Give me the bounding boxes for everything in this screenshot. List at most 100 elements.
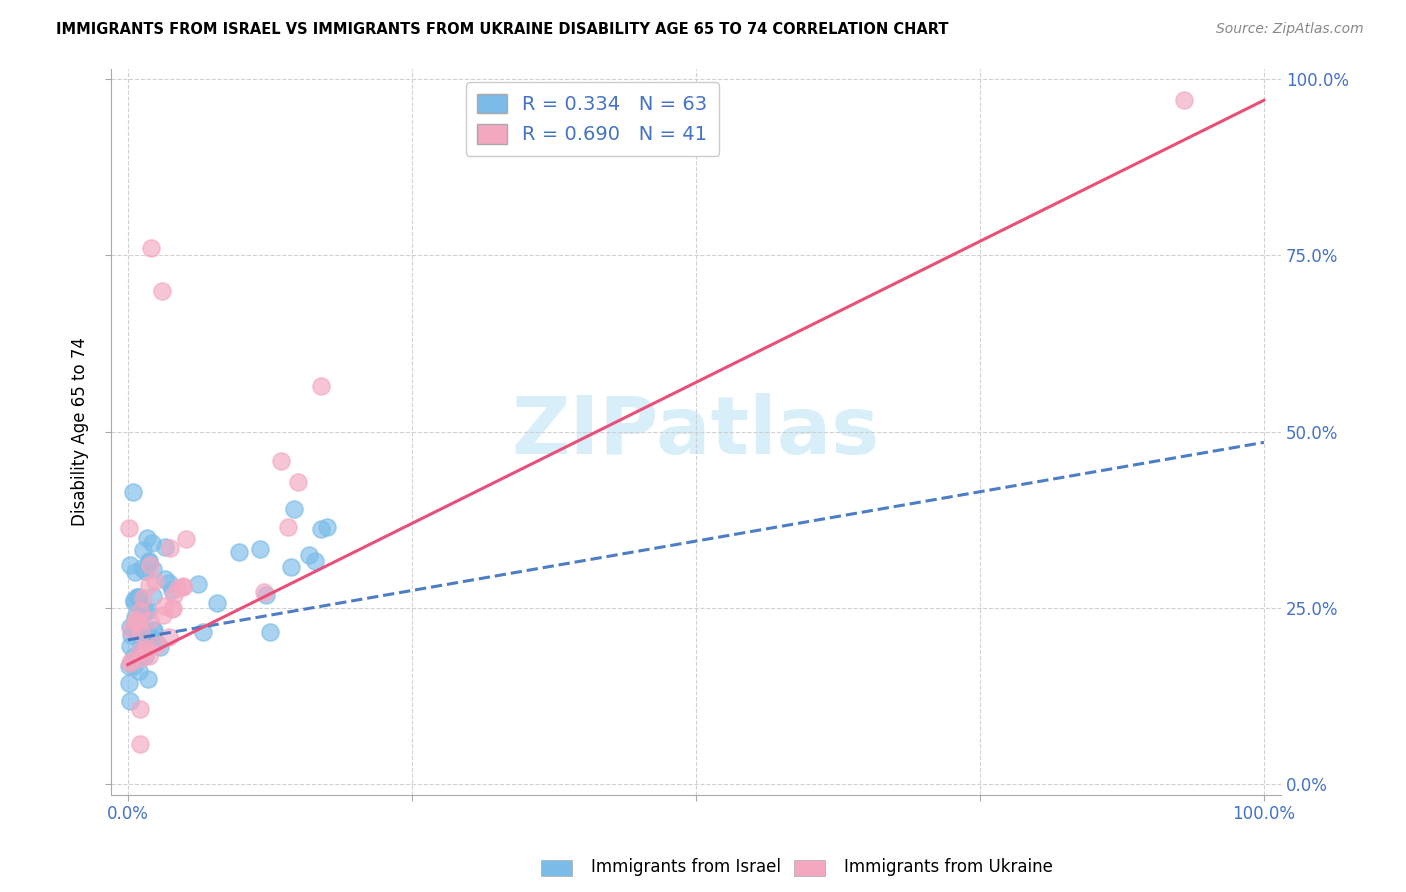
Point: [163, 588, 186, 602]
Point: [121, 628, 143, 642]
Point: [160, 602, 183, 616]
Point: [127, 590, 149, 604]
Point: [287, 475, 309, 489]
Point: [132, 607, 155, 622]
Point: [124, 615, 146, 629]
Point: [249, 541, 271, 556]
Point: [172, 581, 194, 595]
Point: [127, 590, 149, 604]
Y-axis label: Disability Age 65 to 74: Disability Age 65 to 74: [72, 337, 89, 526]
Point: [172, 579, 194, 593]
Point: [136, 673, 159, 687]
Point: [259, 624, 281, 639]
Point: [122, 593, 145, 607]
Point: [125, 623, 148, 637]
Point: [138, 555, 160, 569]
Point: [136, 642, 159, 657]
Point: [283, 502, 305, 516]
Point: [120, 558, 142, 572]
Point: [131, 561, 153, 575]
Point: [139, 613, 162, 627]
Point: [118, 521, 141, 535]
Point: [159, 541, 181, 555]
Point: [254, 588, 277, 602]
Point: [128, 644, 150, 658]
Point: [277, 520, 299, 534]
Point: [143, 574, 166, 589]
Point: [128, 615, 150, 629]
Point: [142, 624, 165, 638]
Point: [315, 520, 337, 534]
Point: [134, 564, 156, 578]
Point: [191, 625, 214, 640]
Point: [298, 549, 321, 563]
Text: Source: ZipAtlas.com: Source: ZipAtlas.com: [1216, 22, 1364, 37]
Text: Immigrants from Israel: Immigrants from Israel: [591, 858, 780, 876]
Point: [129, 626, 152, 640]
Point: [118, 676, 141, 690]
Point: [139, 558, 162, 573]
Point: [128, 664, 150, 678]
Point: [309, 378, 332, 392]
Point: [143, 624, 166, 638]
Point: [162, 600, 184, 615]
Point: [129, 702, 152, 716]
Point: [124, 614, 146, 628]
Point: [122, 594, 145, 608]
Point: [280, 560, 302, 574]
Point: [309, 522, 332, 536]
Point: [136, 531, 159, 545]
Point: [129, 650, 152, 665]
Text: IMMIGRANTS FROM ISRAEL VS IMMIGRANTS FROM UKRAINE DISABILITY AGE 65 TO 74 CORREL: IMMIGRANTS FROM ISRAEL VS IMMIGRANTS FRO…: [56, 22, 949, 37]
Point: [135, 624, 157, 638]
Point: [139, 241, 162, 255]
Point: [124, 565, 146, 579]
Point: [138, 649, 160, 664]
Point: [136, 604, 159, 618]
Point: [120, 656, 142, 670]
Text: ZIPatlas: ZIPatlas: [512, 392, 880, 471]
Point: [187, 577, 209, 591]
Point: [124, 610, 146, 624]
Point: [142, 562, 165, 576]
Point: [142, 589, 165, 603]
Point: [131, 606, 153, 620]
Point: [132, 542, 155, 557]
Point: [120, 694, 142, 708]
Point: [135, 627, 157, 641]
Point: [129, 637, 152, 651]
Point: [118, 620, 141, 634]
Point: [174, 532, 197, 546]
Point: [141, 536, 163, 550]
Point: [253, 585, 276, 599]
Point: [145, 634, 167, 648]
Point: [118, 659, 141, 673]
Point: [146, 638, 169, 652]
Point: [205, 596, 228, 610]
Point: [134, 643, 156, 657]
Point: [122, 659, 145, 673]
Point: [150, 284, 173, 298]
Point: [125, 613, 148, 627]
Point: [1173, 93, 1195, 107]
Point: [132, 591, 155, 605]
Point: [228, 545, 250, 559]
Point: [128, 649, 150, 664]
Point: [129, 644, 152, 658]
Point: [153, 599, 176, 614]
Point: [138, 554, 160, 568]
Point: [159, 576, 181, 591]
Point: [166, 581, 188, 595]
Point: [128, 591, 150, 605]
Point: [120, 653, 142, 667]
Point: [157, 630, 180, 644]
Point: [160, 583, 183, 598]
Point: [129, 737, 152, 751]
Point: [139, 631, 162, 645]
Point: [122, 484, 145, 499]
Legend: R = 0.334   N = 63, R = 0.690   N = 41: R = 0.334 N = 63, R = 0.690 N = 41: [465, 82, 718, 156]
Point: [148, 640, 170, 654]
Point: [270, 454, 292, 468]
Point: [134, 649, 156, 664]
Point: [138, 578, 160, 592]
